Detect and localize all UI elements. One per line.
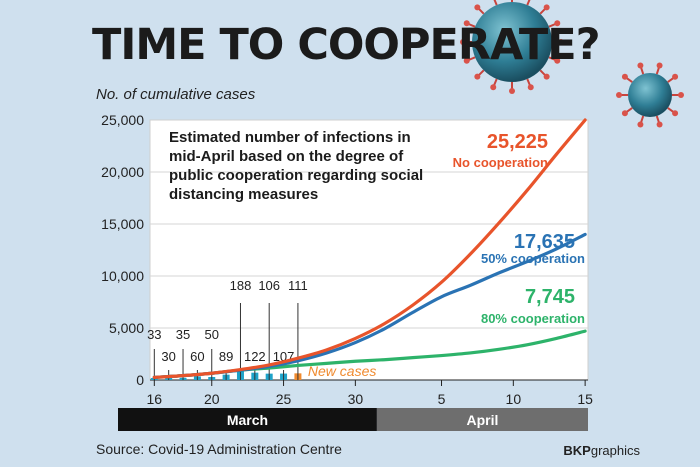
new-cases-value: 33 — [147, 327, 161, 342]
new-cases-value: 89 — [219, 349, 233, 364]
y-tick-label: 20,000 — [101, 164, 144, 180]
annotation-line: Estimated number of infections in — [169, 129, 411, 146]
y-axis: 25,000 20,000 15,000 10,000 5,000 0 — [101, 112, 144, 388]
page-title: TIME TO COOPERATE? — [92, 20, 601, 70]
x-tick-label: 25 — [276, 391, 292, 407]
new-cases-value: 122 — [244, 349, 266, 364]
y-tick-label: 15,000 — [101, 216, 144, 232]
annotation-line: distancing measures — [169, 186, 318, 203]
series-end-value: 25,225 — [487, 131, 548, 153]
month-label: April — [467, 412, 499, 428]
x-tick-label: 15 — [577, 391, 593, 407]
month-band — [376, 408, 588, 431]
virus-icon — [460, 0, 564, 94]
series-name: No cooperation — [453, 155, 548, 170]
y-tick-label: 0 — [136, 372, 144, 388]
y-tick-label: 10,000 — [101, 268, 144, 284]
credit-brand: BKP — [563, 443, 591, 458]
x-tick-label: 20 — [204, 391, 220, 407]
x-tick-label: 5 — [438, 391, 446, 407]
new-cases-label: New cases — [308, 363, 376, 379]
new-cases-value: 106 — [258, 278, 280, 293]
virus-icon — [616, 62, 684, 128]
credit-suffix: graphics — [590, 443, 640, 458]
new-cases-value: 60 — [190, 349, 204, 364]
annotation-line: mid-April based on the degree of — [169, 148, 404, 165]
x-axis: 16 20 25 30 5 10 15 March April — [118, 380, 593, 431]
month-label: March — [227, 412, 268, 428]
source-note: Source: Covid-19 Administration Centre — [96, 441, 342, 457]
new-cases-value: 111 — [288, 278, 308, 293]
y-tick-label: 5,000 — [109, 320, 144, 336]
series-name: 80% cooperation — [481, 311, 585, 326]
y-tick-label: 25,000 — [101, 112, 144, 128]
series-lines — [152, 118, 587, 379]
annotation: Estimated number of infections in mid-Apr… — [169, 129, 423, 203]
new-cases-value: 188 — [230, 278, 252, 293]
month-band — [118, 408, 377, 431]
new-cases-value: 50 — [205, 327, 219, 342]
y-axis-title: No. of cumulative cases — [96, 86, 256, 103]
series-name: 50% cooperation — [481, 251, 585, 266]
series-end-value: 7,745 — [525, 286, 575, 308]
credit: BKPgraphics — [563, 443, 640, 458]
x-tick-label: 10 — [506, 391, 522, 407]
x-tick-label: 30 — [348, 391, 364, 407]
new-cases-value: 35 — [176, 327, 190, 342]
annotation-line: public cooperation regarding social — [169, 167, 423, 184]
series-line-no-cooperation — [152, 118, 587, 379]
series-end-value: 17,635 — [514, 231, 575, 253]
new-cases-value: 30 — [161, 349, 175, 364]
x-tick-label: 16 — [147, 391, 163, 407]
